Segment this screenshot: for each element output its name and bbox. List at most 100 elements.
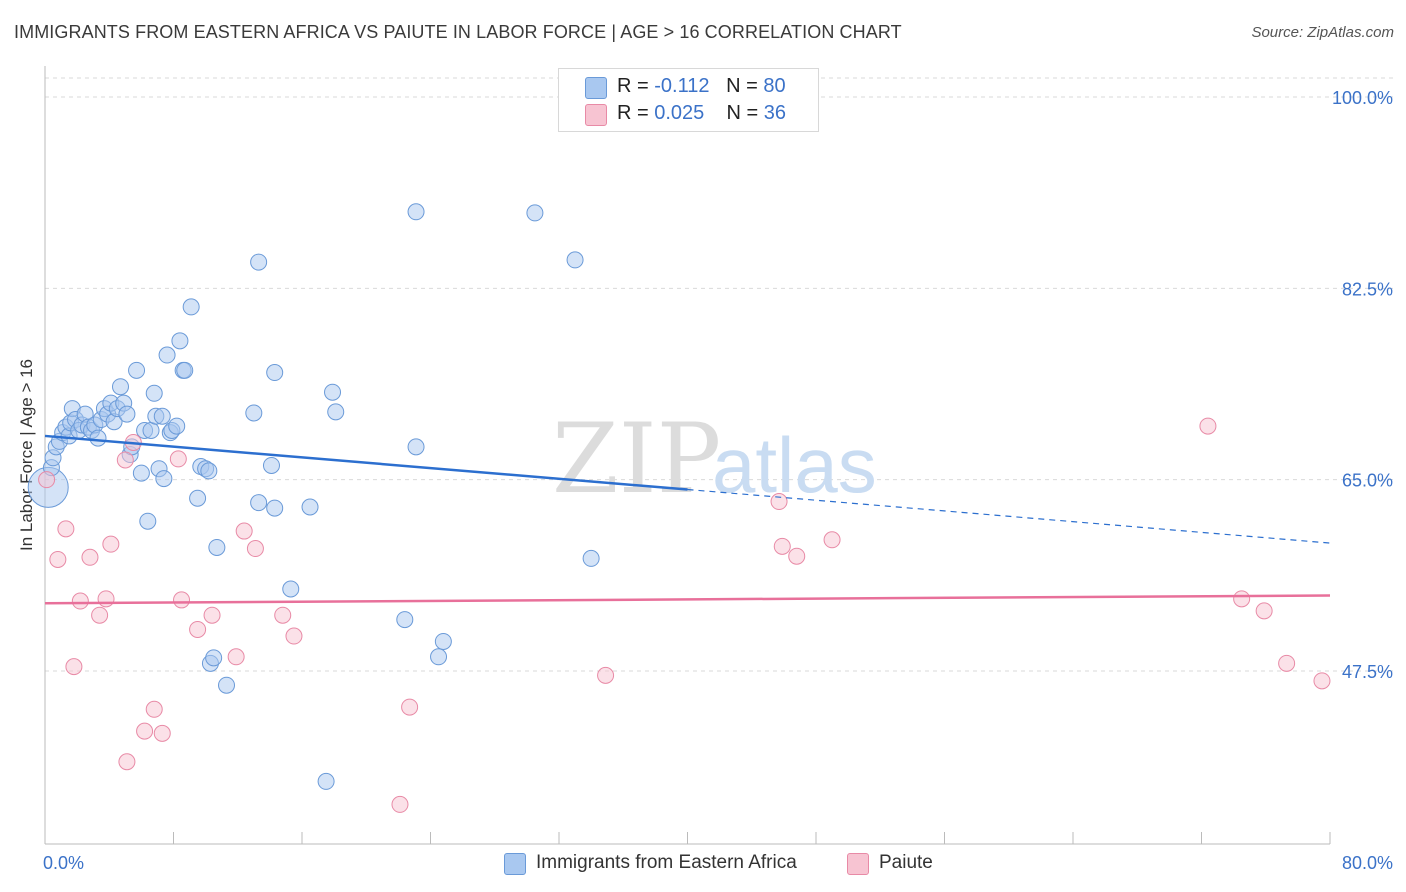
point-eastern-africa [153,407,171,425]
point-paiute [81,548,99,566]
point-eastern-africa [176,361,194,379]
series-eastern-africa-points [27,203,600,790]
point-eastern-africa [327,403,345,421]
point-eastern-africa [582,549,600,567]
bottom-legend-swatch-pink [847,853,869,875]
point-paiute [274,606,292,624]
point-eastern-africa [282,580,300,598]
point-eastern-africa [407,203,425,221]
x-tick-labels: 0.0% 80.0% [43,853,1393,873]
point-eastern-africa [434,632,452,650]
point-eastern-africa [142,421,160,439]
point-paiute [71,592,89,610]
legend-n-label: N = [726,102,759,124]
point-paiute [1199,417,1217,435]
point-paiute [1233,590,1251,608]
point-eastern-africa [145,384,163,402]
point-paiute [597,666,615,684]
point-paiute [118,753,136,771]
point-eastern-africa [324,383,342,401]
point-eastern-africa [526,204,544,222]
legend-r-value-1: -0.112 [654,75,710,97]
point-eastern-africa [396,611,414,629]
point-eastern-africa [111,378,129,396]
legend-r-label: R = [617,102,649,124]
point-eastern-africa [245,404,263,422]
legend-n-value-2: 36 [763,102,787,124]
y-tick-label: 100.0% [1332,88,1393,108]
point-paiute [49,550,67,568]
point-paiute [770,493,788,511]
point-paiute [153,724,171,742]
point-eastern-africa [262,456,280,474]
grid-lines [45,77,1395,672]
point-eastern-africa [317,772,335,790]
point-paiute [91,606,109,624]
point-paiute [169,450,187,468]
source-label: Source: ZipAtlas.com [1251,24,1394,41]
legend-r-value-2: 0.025 [654,102,705,124]
point-eastern-africa [266,499,284,517]
trend-line-paiute [44,594,1331,605]
point-eastern-africa [205,649,223,667]
point-eastern-africa [132,464,150,482]
point-eastern-africa [566,251,584,269]
x-tick-label-max: 80.0% [1342,853,1393,873]
point-eastern-africa [407,438,425,456]
correlation-legend: R = -0.112 N = 80 R = 0.025 N = 36 [558,68,819,132]
point-eastern-africa [266,364,284,382]
axes [44,66,1331,845]
legend-r-label: R = [617,75,649,97]
point-paiute [102,535,120,553]
point-paiute [235,522,253,540]
point-paiute [285,627,303,645]
y-tick-label: 65.0% [1342,471,1393,491]
point-paiute [1278,654,1296,672]
point-paiute [391,795,409,813]
point-eastern-africa [430,648,448,666]
point-eastern-africa [301,498,319,516]
point-paiute [1313,672,1331,690]
bottom-legend-swatch-blue [504,853,526,875]
point-eastern-africa [208,538,226,556]
point-eastern-africa [155,470,173,488]
point-eastern-africa [128,361,146,379]
point-paiute [97,590,115,608]
legend-swatch-blue [585,77,607,99]
trend-lines [44,434,1331,605]
point-eastern-africa [168,417,186,435]
point-eastern-africa [118,405,136,423]
point-paiute [203,606,221,624]
series-paiute-points [38,417,1331,813]
point-paiute [116,451,134,469]
x-tick-label-min: 0.0% [43,853,84,873]
point-paiute [57,520,75,538]
y-tick-label: 47.5% [1342,662,1393,682]
point-paiute [136,722,154,740]
y-tick-label: 82.5% [1342,279,1393,299]
y-tick-labels: 47.5% 65.0% 82.5% 100.0% [1332,88,1393,682]
bottom-legend-label-1: Immigrants from Eastern Africa [536,852,797,873]
point-paiute [227,648,245,666]
point-eastern-africa [250,253,268,271]
point-eastern-africa [182,298,200,316]
legend-swatch-pink [585,104,607,126]
watermark-atlas: atlas [712,421,877,509]
bottom-legend-label-2: Paiute [879,852,933,873]
point-paiute [189,620,207,638]
trend-line-eastern-africa [44,434,688,491]
legend-n-value-1: 80 [763,75,786,97]
point-paiute [145,700,163,718]
point-eastern-africa [171,332,189,350]
point-eastern-africa [139,512,157,530]
watermark-zip: ZIP [552,403,721,515]
point-eastern-africa [89,429,107,447]
point-eastern-africa [250,494,268,512]
trend-line-eastern-africa-extrapolated [687,488,1331,544]
point-paiute [65,658,83,676]
point-paiute [38,471,56,489]
legend-n-label: N = [726,75,758,97]
point-paiute [173,591,191,609]
